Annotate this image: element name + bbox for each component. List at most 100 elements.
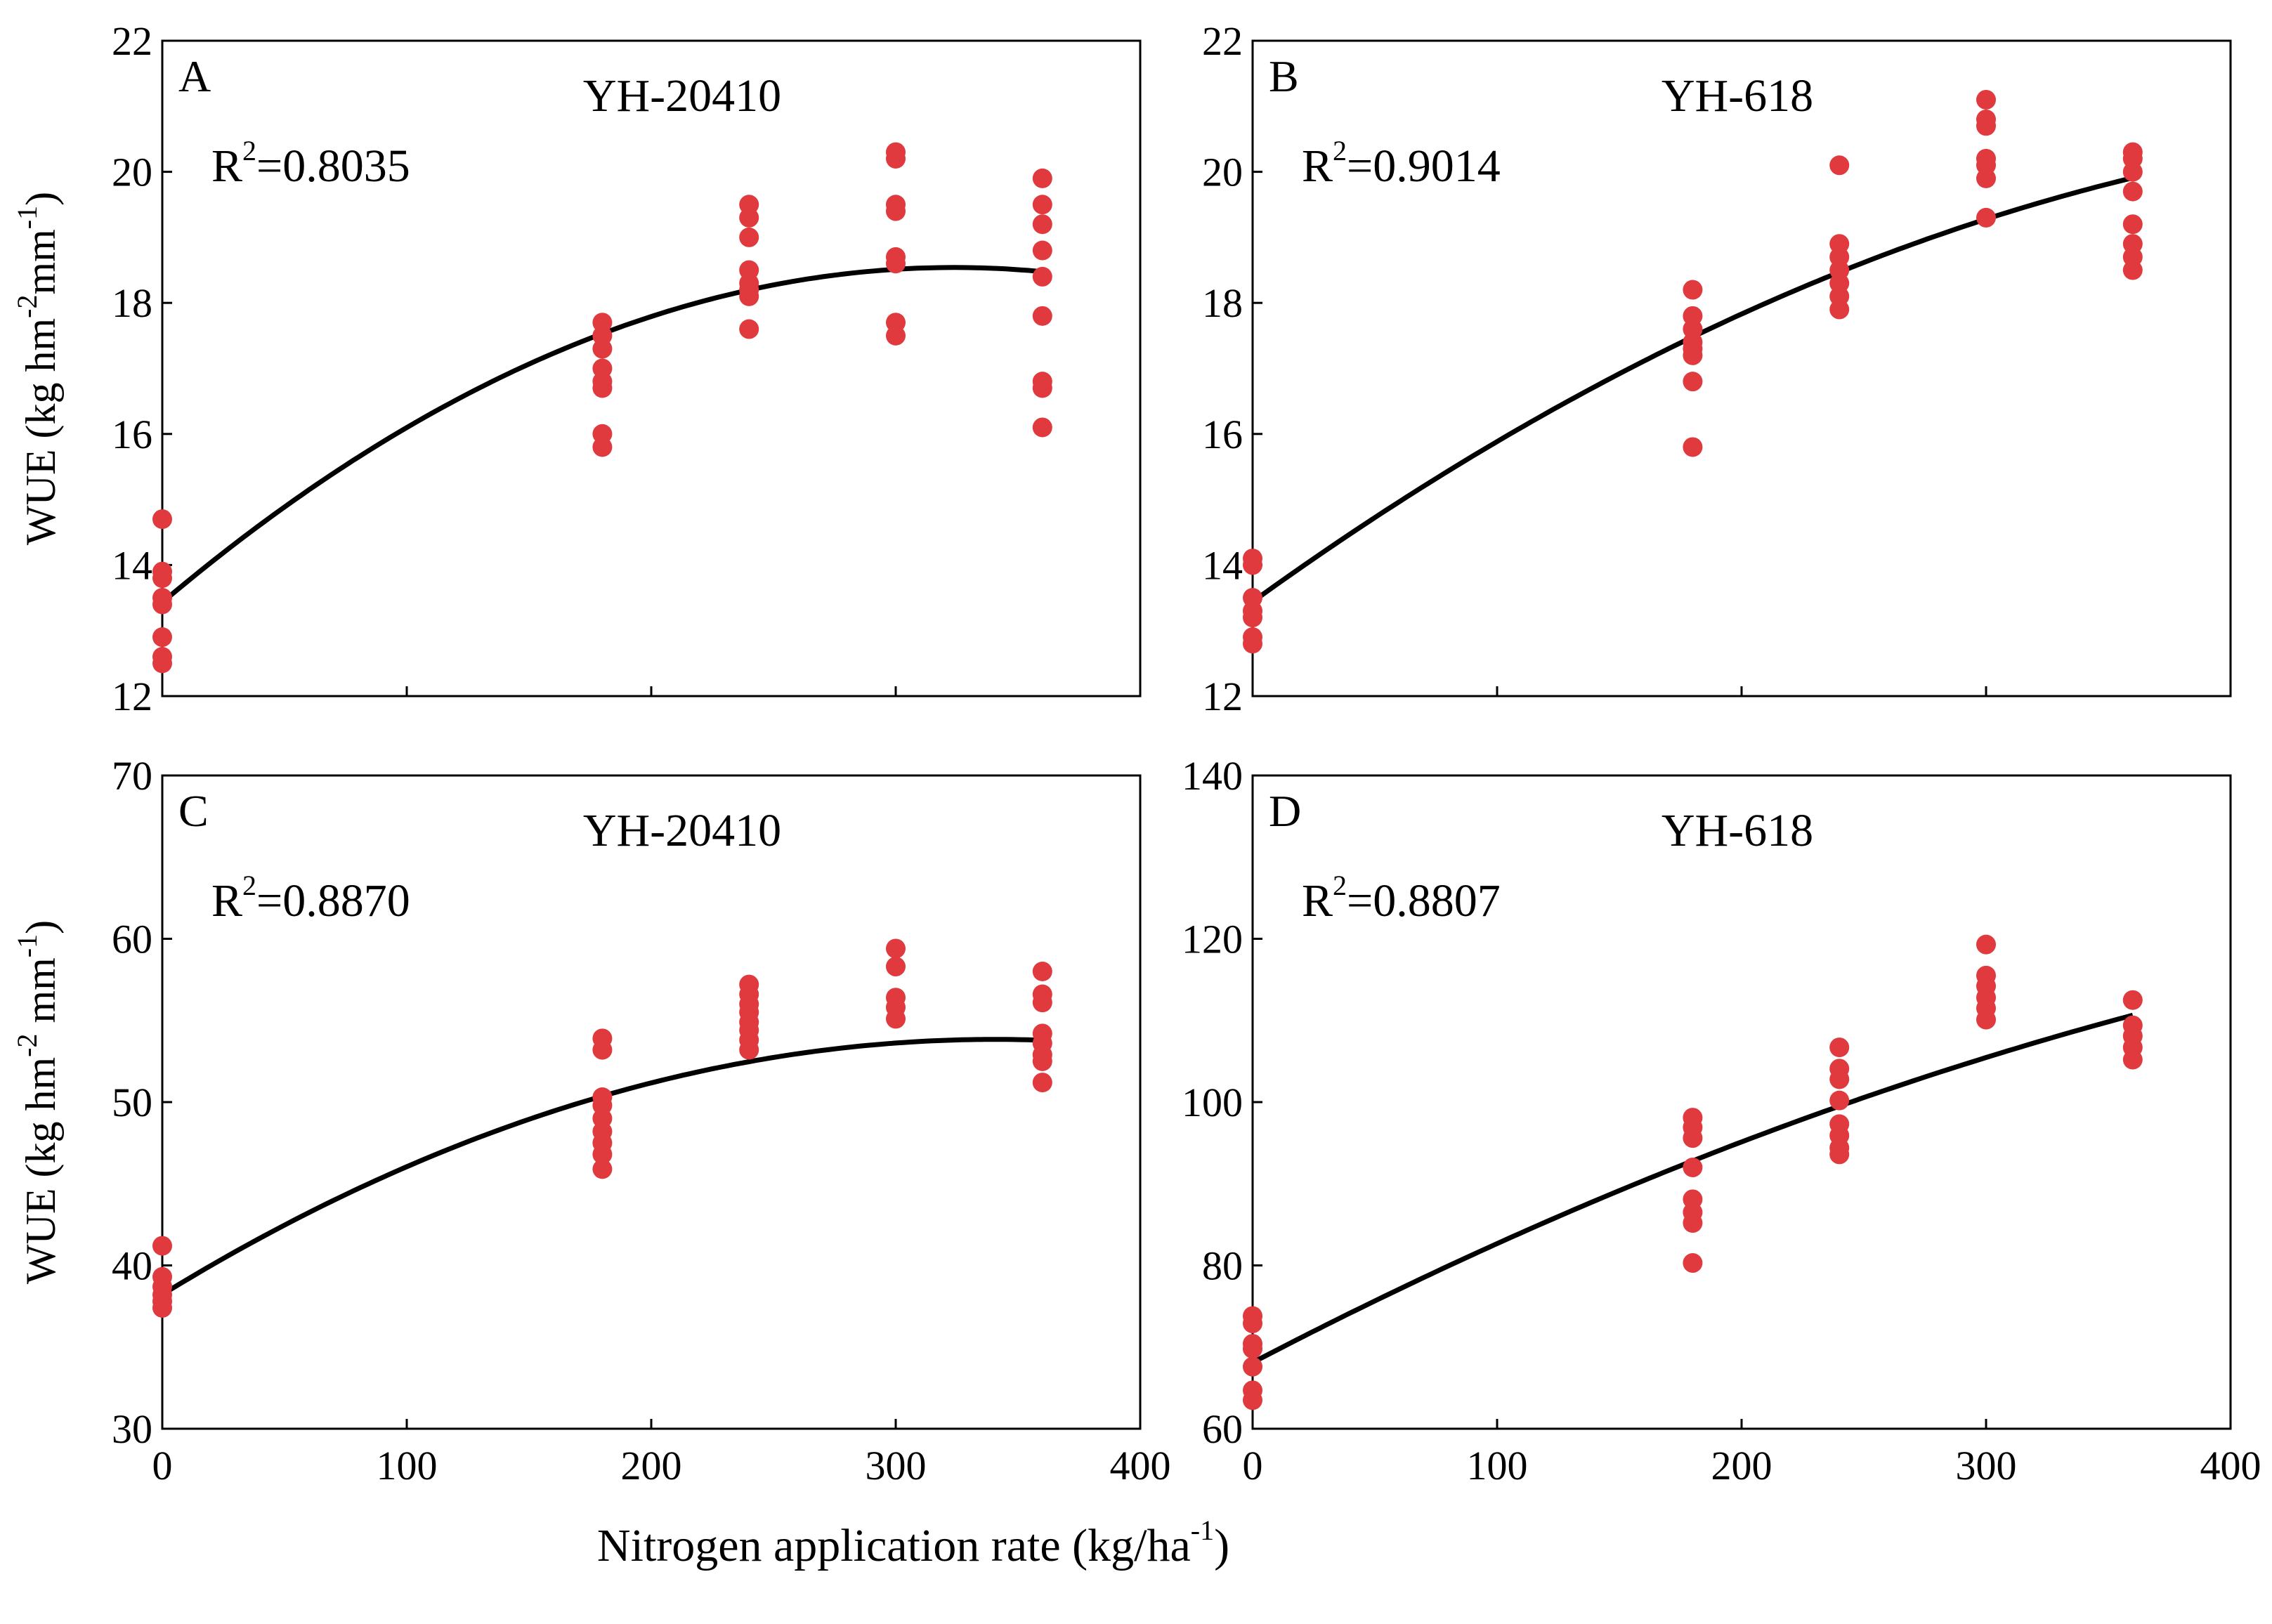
data-point	[1976, 89, 1996, 110]
data-point	[592, 1040, 613, 1060]
y-axis-label: WUE (kg hm-2mm-1)	[11, 192, 64, 545]
x-axis-label: Nitrogen application rate (kg/ha-1)	[597, 1514, 1229, 1571]
data-point	[1829, 1037, 1850, 1058]
data-point	[1683, 1128, 1703, 1148]
data-point	[886, 325, 906, 346]
y-tick-label: 20	[1202, 150, 1243, 195]
r-squared-value: =0.9014	[1347, 140, 1501, 192]
data-point	[886, 938, 906, 959]
panel-c: 30 40 50 60 70 0 100 200 300 400 C YH-20410 R2=0.887…	[11, 753, 1171, 1488]
y-tick-label: 70	[112, 753, 152, 799]
x-axis-label-main: Nitrogen application rate (kg/ha	[597, 1520, 1191, 1571]
data-point	[2122, 990, 2143, 1010]
panel-title: YH-618	[1661, 70, 1813, 122]
y-axis-label-sup: -2	[11, 295, 43, 318]
data-point	[152, 627, 172, 648]
y-tick-label: 60	[1202, 1406, 1243, 1452]
data-point	[1243, 1314, 1262, 1334]
data-point	[886, 254, 906, 274]
r-squared-label: R2=0.9014	[1302, 135, 1501, 192]
y-tick-label: 140	[1182, 753, 1243, 799]
r-squared-label: R2=0.8870	[211, 870, 410, 926]
r-squared-symbol: R	[1302, 140, 1333, 192]
data-point	[1032, 195, 1052, 215]
x-tick-label: 100	[377, 1443, 438, 1488]
data-point	[152, 653, 172, 674]
data-point	[1032, 962, 1052, 981]
data-point	[592, 339, 613, 359]
panel-title: YH-20410	[583, 70, 781, 122]
data-point	[1032, 168, 1052, 188]
y-tick-label: 22	[112, 18, 152, 64]
y-axis-label-part: mm	[18, 229, 64, 294]
data-point	[1683, 1158, 1703, 1177]
data-point	[1243, 634, 1262, 654]
panel-title: YH-20410	[583, 805, 781, 856]
plot-frame	[161, 774, 1142, 1430]
data-point	[1032, 417, 1052, 438]
data-point	[592, 437, 613, 457]
data-point	[1032, 306, 1052, 326]
data-point	[2122, 181, 2143, 202]
panel-letter: A	[178, 51, 211, 101]
plot-frame	[161, 39, 1142, 698]
y-tick-label: 18	[1202, 280, 1243, 326]
data-point	[1829, 299, 1850, 320]
x-tick-label: 200	[1711, 1443, 1772, 1488]
y-tick-label: 14	[1202, 542, 1243, 588]
x-tick-label: 200	[621, 1443, 682, 1488]
data-point	[739, 207, 759, 228]
data-point	[2122, 162, 2143, 182]
panel-letter: B	[1269, 51, 1299, 101]
data-point	[1243, 555, 1262, 575]
data-point	[1243, 1390, 1262, 1410]
y-tick-label: 12	[1202, 674, 1243, 719]
y-axis-label-part: )	[18, 920, 64, 934]
y-tick-label: 30	[112, 1406, 152, 1452]
y-axis-label: WUE (kg hm-2 mm-1)	[11, 920, 64, 1284]
data-point	[1829, 1090, 1850, 1111]
y-tick-label: 40	[112, 1243, 152, 1289]
data-point	[1032, 1051, 1052, 1071]
y-tick-label: 100	[1182, 1080, 1243, 1125]
y-tick-label: 12	[112, 674, 152, 719]
data-point	[1976, 207, 1996, 228]
y-tick-label: 120	[1182, 917, 1243, 962]
r-squared-exponent: 2	[242, 135, 256, 166]
x-tick-label: 100	[1467, 1443, 1528, 1488]
data-point	[1829, 1069, 1850, 1089]
x-tick-label: 400	[1110, 1443, 1171, 1488]
data-point	[739, 1040, 759, 1060]
data-point	[1683, 345, 1703, 365]
data-point	[1032, 240, 1052, 261]
y-tick-label: 18	[112, 280, 152, 326]
data-point	[1032, 266, 1052, 287]
plot-frame	[1251, 774, 2232, 1430]
data-point	[1032, 1073, 1052, 1093]
data-point	[1032, 993, 1052, 1013]
panel-letter: C	[178, 786, 209, 836]
data-point	[2122, 1049, 2143, 1070]
y-tick-label: 20	[112, 150, 152, 195]
data-point	[1683, 1253, 1703, 1273]
y-axis-label-sup: -1	[11, 206, 43, 229]
data-point	[2122, 214, 2143, 235]
data-point	[739, 227, 759, 247]
data-point	[1976, 116, 1996, 136]
data-point	[886, 201, 906, 221]
plot-frame	[1251, 39, 2232, 698]
r-squared-exponent: 2	[1333, 135, 1347, 166]
data-point	[1976, 934, 1996, 955]
panel-d: 60 80 100 120 140 0 100 200 300 400 D YH-618 R2=0.88…	[1182, 753, 2261, 1488]
x-tick-label: 300	[1956, 1443, 2017, 1488]
y-axis-label-sup: -2	[11, 1034, 43, 1057]
r-squared-label: R2=0.8035	[211, 135, 410, 192]
r-squared-value: =0.8870	[256, 875, 410, 926]
fit-curve	[1251, 1012, 2134, 1365]
panel-title: YH-618	[1661, 805, 1813, 856]
y-axis-label-part: mm	[18, 957, 64, 1033]
data-point	[739, 286, 759, 306]
y-axis-label-sup: -1	[11, 934, 43, 957]
